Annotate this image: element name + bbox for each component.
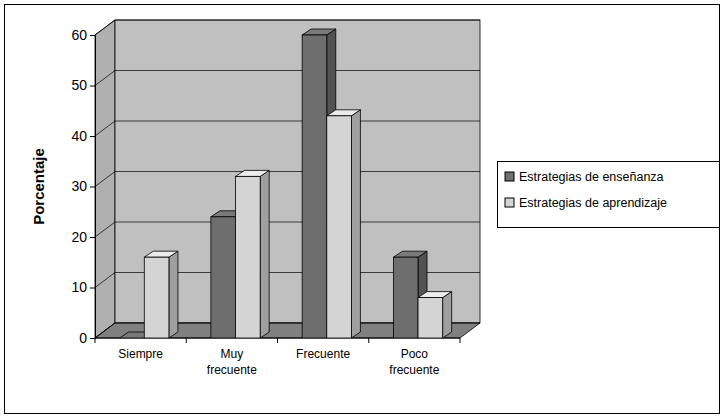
grid xyxy=(95,20,480,338)
legend-label: Estrategias de enseñanza xyxy=(519,170,664,184)
legend-box xyxy=(498,162,720,228)
x-tick-label: Siempre xyxy=(118,347,163,361)
legend: Estrategias de enseñanza Estrategias de a… xyxy=(498,162,720,228)
y-tick-label: 50 xyxy=(71,77,87,93)
bar xyxy=(236,170,270,338)
bar-front xyxy=(327,116,352,338)
y-tick-mark xyxy=(90,187,95,188)
bar-side xyxy=(260,170,269,338)
bar-top xyxy=(327,110,361,116)
y-axis-line xyxy=(90,36,96,339)
bar xyxy=(144,251,178,338)
y-tick-mark xyxy=(90,136,95,137)
grid-line xyxy=(95,172,480,187)
y-tick-label: 20 xyxy=(71,229,87,245)
bar-top xyxy=(418,292,452,298)
y-axis-title: Porcentaje xyxy=(30,148,47,225)
y-tick-label: 30 xyxy=(71,178,87,194)
bar-front xyxy=(393,257,418,338)
x-tick-mark xyxy=(460,338,461,343)
grid-line xyxy=(95,121,480,136)
bars xyxy=(120,29,452,338)
x-tick-label: Muyfrecuente xyxy=(207,347,257,377)
x-tick-mark xyxy=(186,338,187,343)
x-tick-mark xyxy=(277,338,278,343)
y-tick-label: 40 xyxy=(71,128,87,144)
bar-side xyxy=(443,292,452,338)
y-tick-mark xyxy=(90,35,95,36)
y-tick: 50 xyxy=(71,77,95,93)
bar-front xyxy=(120,338,145,339)
y-tick: 30 xyxy=(71,178,95,194)
x-tick-label: Frecuente xyxy=(296,347,350,361)
bar-front xyxy=(144,257,169,338)
bar xyxy=(327,110,361,338)
grid-line xyxy=(95,20,480,35)
y-tick-label: 10 xyxy=(71,279,87,295)
bar-top xyxy=(393,251,427,257)
y-tick: 20 xyxy=(71,229,95,245)
y-tick-mark xyxy=(90,86,95,87)
bar-front xyxy=(302,35,327,338)
y-tick: 40 xyxy=(71,128,95,144)
y-tick-mark xyxy=(90,288,95,289)
y-tick-label: 0 xyxy=(79,330,87,346)
y-tick: 10 xyxy=(71,279,95,295)
y-tick-mark xyxy=(90,237,95,238)
x-axis: Siempre Muyfrecuente Frecuente Pocofrecuent… xyxy=(95,338,460,377)
legend-label: Estrategias de aprendizaje xyxy=(519,196,667,210)
bar-side xyxy=(169,251,178,338)
y-tick: 60 xyxy=(71,27,95,43)
y-tick: 0 xyxy=(79,330,95,346)
bar-top xyxy=(236,170,270,176)
y-axis: 0 10 20 30 40 50 60 xyxy=(71,27,95,346)
bar-front xyxy=(211,217,236,338)
bar-front xyxy=(236,176,261,338)
grid-line xyxy=(95,222,480,237)
y-tick-label: 60 xyxy=(71,27,87,43)
x-tick-mark xyxy=(368,338,369,343)
bar-front xyxy=(418,298,443,338)
chart-frame xyxy=(5,5,720,414)
bar-side xyxy=(351,110,360,338)
y-tick-mark xyxy=(90,338,95,339)
bar-top xyxy=(144,251,178,257)
legend-swatch xyxy=(505,172,514,181)
grid-line xyxy=(95,71,480,86)
bar-top xyxy=(302,29,336,35)
x-tick-label: Pocofrecuente xyxy=(389,347,439,377)
legend-swatch xyxy=(505,198,514,207)
chart: 0 10 20 30 40 50 60 Siempre Muyfrecuente Frecuent… xyxy=(0,0,724,418)
x-tick-mark xyxy=(95,338,96,343)
bar xyxy=(418,292,452,338)
